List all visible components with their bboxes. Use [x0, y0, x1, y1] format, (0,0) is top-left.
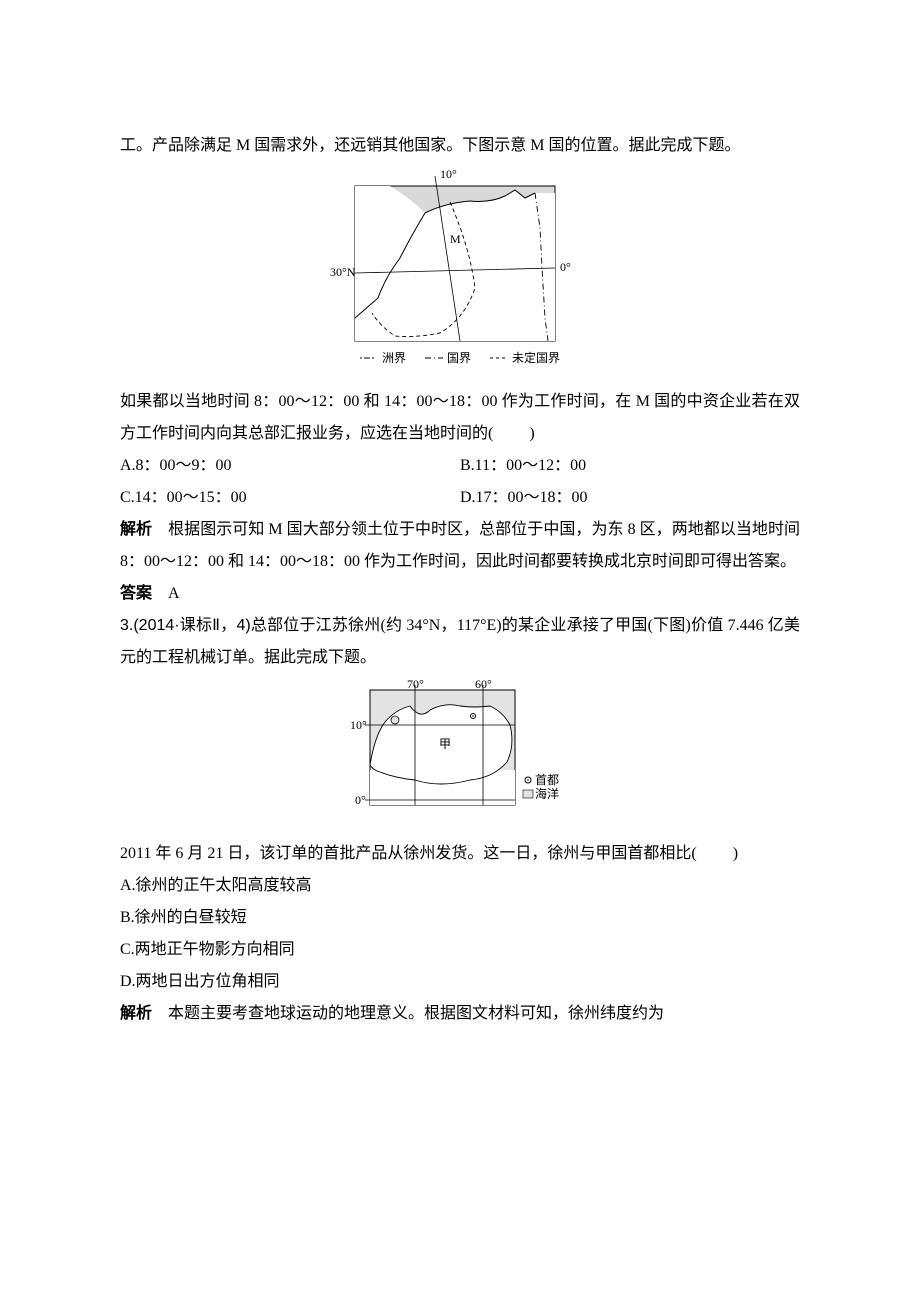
map1-legend: 洲界 国界 未定国界 — [360, 350, 560, 365]
q2-answer: 答案 A — [120, 578, 800, 610]
intro-paragraph: 工。产品除满足 M 国需求外，还远销其他国家。下图示意 M 国的位置。据此完成下… — [120, 130, 800, 162]
q2-paren — [493, 425, 529, 442]
q2-option-d: D.17：00～18：00 — [460, 482, 800, 514]
q2-answer-text: A — [152, 585, 180, 602]
q2-stem: 如果都以当地时间 8：00～12：00 和 14：00～18：00 作为工作时间… — [120, 386, 800, 450]
q3-stem: 3.(2014·课标Ⅱ，4)总部位于江苏徐州(约 34°N，117°E)的某企业… — [120, 610, 800, 674]
answer-label: 答案 — [120, 585, 152, 602]
svg-text:未定国界: 未定国界 — [512, 350, 560, 365]
label-jia: 甲 — [439, 737, 451, 751]
svg-text:国界: 国界 — [447, 351, 471, 365]
label-10: 10° — [350, 718, 367, 732]
q3-option-c: C.两地正午物影方向相同 — [120, 934, 800, 966]
q3-option-b: B.徐州的白昼较短 — [120, 902, 800, 934]
q2-stem-end: ) — [529, 425, 534, 442]
q3-post-map-end: ) — [733, 845, 738, 862]
map-m-svg: 10° 0° 30°N M 洲界 国界 未定国界 — [330, 168, 590, 368]
q2-option-c: C.14：00～15：00 — [120, 482, 460, 514]
label-30n: 30°N — [330, 265, 356, 279]
map2-svg: 70° 60° 10° 0° 甲 首都 海洋 — [345, 680, 575, 820]
q3-options: A.徐州的正午太阳高度较高 B.徐州的白昼较短 C.两地正午物影方向相同 D.两… — [120, 870, 800, 998]
q3-paren — [697, 845, 733, 862]
svg-text:首都: 首都 — [535, 773, 559, 787]
q2-stem-text: 如果都以当地时间 8：00～12：00 和 14：00～18：00 作为工作时间… — [120, 393, 800, 442]
svg-text:洲界: 洲界 — [382, 351, 406, 365]
q2-option-b: B.11：00～12：00 — [460, 450, 800, 482]
q2-options: A.8：00～9：00 B.11：00～12：00 C.14：00～15：00 … — [120, 450, 800, 514]
lake — [391, 716, 399, 724]
label-m: M — [450, 232, 461, 246]
label-0-lat: 0° — [355, 793, 366, 807]
q3-number: 3.(2014·课标Ⅱ，4) — [120, 617, 251, 634]
map-jia-country: 70° 60° 10° 0° 甲 首都 海洋 — [120, 680, 800, 832]
q3-option-a: A.徐州的正午太阳高度较高 — [120, 870, 800, 902]
label-0deg: 0° — [560, 260, 571, 274]
q3-post-map: 2011 年 6 月 21 日，该订单的首批产品从徐州发货。这一日，徐州与甲国首… — [120, 838, 800, 870]
map2-legend: 首都 海洋 — [523, 773, 559, 801]
label-70: 70° — [407, 680, 424, 691]
q3-analysis: 解析 本题主要考查地球运动的地理意义。根据图文材料可知，徐州纬度约为 — [120, 998, 800, 1030]
analysis-label: 解析 — [120, 521, 152, 538]
label-60: 60° — [475, 680, 492, 691]
q3-analysis-text: 本题主要考查地球运动的地理意义。根据图文材料可知，徐州纬度约为 — [152, 1005, 664, 1022]
q2-option-a: A.8：00～9：00 — [120, 450, 460, 482]
q2-analysis-text: 根据图示可知 M 国大部分领土位于中时区，总部位于中国，为东 8 区，两地都以当… — [120, 521, 800, 570]
q2-analysis: 解析 根据图示可知 M 国大部分领土位于中时区，总部位于中国，为东 8 区，两地… — [120, 514, 800, 578]
page: 工。产品除满足 M 国需求外，还远销其他国家。下图示意 M 国的位置。据此完成下… — [0, 0, 920, 1302]
label-10deg: 10° — [440, 168, 457, 181]
q3-analysis-label: 解析 — [120, 1005, 152, 1022]
map-m-country: 10° 0° 30°N M 洲界 国界 未定国界 — [120, 168, 800, 380]
svg-text:海洋: 海洋 — [535, 786, 559, 801]
q3-option-d: D.两地日出方位角相同 — [120, 966, 800, 998]
capital-dot — [472, 715, 474, 717]
q3-post-map-text: 2011 年 6 月 21 日，该订单的首批产品从徐州发货。这一日，徐州与甲国首… — [120, 845, 697, 862]
